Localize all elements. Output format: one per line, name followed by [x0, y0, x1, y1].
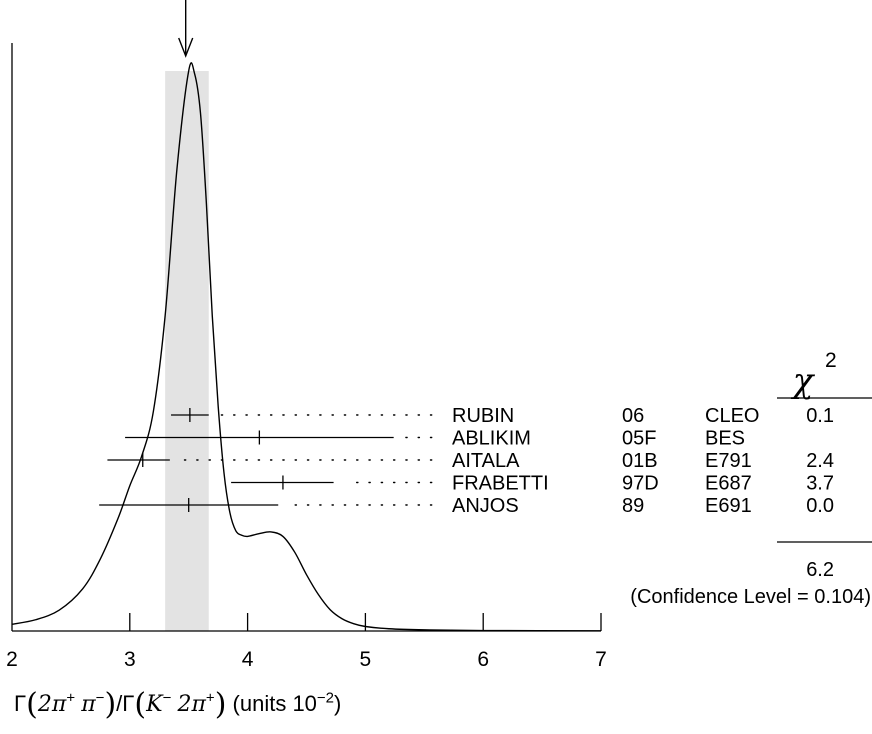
x-tick-label: 5	[360, 648, 372, 671]
x-tick-label: 6	[477, 648, 489, 671]
x-tick-label: 3	[124, 648, 136, 671]
ideogram-curve-group	[11, 62, 602, 632]
measurement-author: FRABETTI	[452, 473, 549, 495]
measurements: RUBIN 06 CLEO 0.1 ABLIKIM 05F BES AITALA 01B E791…	[99, 405, 834, 517]
x-tick-label: 2	[6, 648, 18, 671]
measurement-author: AITALA	[452, 450, 520, 472]
measurement-chi2: 2.4	[806, 450, 834, 472]
measurement-year: 01B	[622, 450, 658, 472]
chi2-total: 6.2	[806, 559, 834, 581]
x-tick-label: 4	[242, 648, 254, 671]
measurement-experiment: E687	[705, 473, 752, 495]
measurement-chi2: 3.7	[806, 473, 834, 495]
average-arrow	[178, 0, 194, 58]
x-ticks: 2 3 4 5 6 7	[6, 613, 607, 671]
measurement-year: 06	[622, 405, 644, 427]
measurement-year: 89	[622, 495, 644, 517]
measurement-author: RUBIN	[452, 405, 514, 427]
x-tick-label: 7	[595, 648, 607, 671]
measurement-experiment: E691	[705, 495, 752, 517]
measurement-row: ABLIKIM 05F BES	[125, 428, 745, 450]
average-band	[165, 71, 209, 631]
measurement-author: ABLIKIM	[452, 428, 531, 450]
measurement-experiment: BES	[705, 428, 745, 450]
measurement-row: AITALA 01B E791 2.4	[107, 450, 834, 472]
measurement-chi2: 0.0	[806, 495, 834, 517]
chi2-header: χ	[791, 361, 816, 401]
band-rect	[165, 71, 209, 631]
chi2-column: χ 2 6.2 (Confidence Level = 0.104)	[630, 349, 872, 608]
measurement-chi2: 0.1	[806, 405, 834, 427]
measurement-experiment: E791	[705, 450, 752, 472]
measurement-year: 05F	[622, 428, 656, 450]
confidence-level: (Confidence Level = 0.104)	[630, 586, 871, 608]
x-axis-label: Γ(2π+ π−)/Γ(K− 2π+) (units 10−2)	[14, 687, 342, 722]
measurement-experiment: CLEO	[705, 405, 759, 427]
measurement-row: RUBIN 06 CLEO 0.1	[171, 405, 834, 427]
chi2-header-exponent: 2	[825, 349, 837, 372]
measurement-year: 97D	[622, 473, 659, 495]
measurement-author: ANJOS	[452, 495, 519, 517]
measurement-row: FRABETTI 97D E687 3.7	[231, 473, 834, 495]
arrow-head	[178, 37, 194, 58]
ideogram-curve	[11, 62, 602, 632]
measurement-row: ANJOS 89 E691 0.0	[99, 495, 834, 517]
